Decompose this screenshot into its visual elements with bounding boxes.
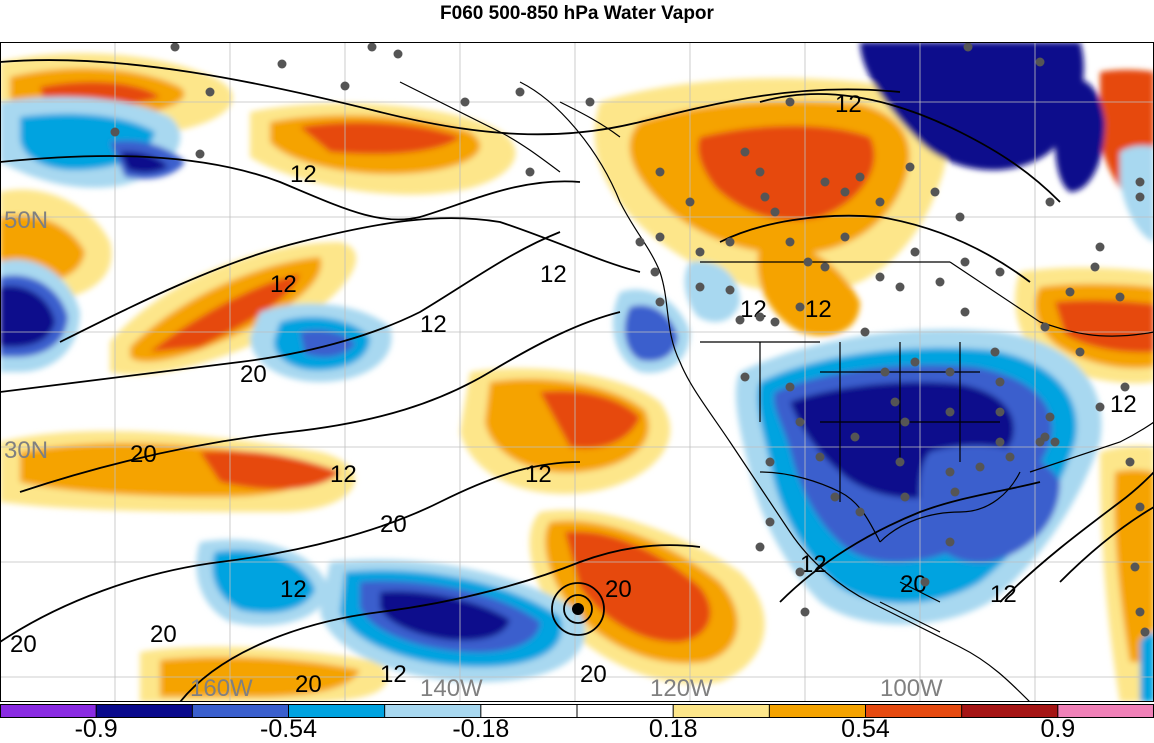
colorbar-tick-label: -0.9 bbox=[74, 715, 118, 743]
contour-label-20-e: 20 bbox=[10, 631, 37, 658]
contour-label-12-l: 12 bbox=[990, 581, 1017, 608]
height-contours bbox=[0, 59, 1154, 702]
contour-label-20-d: 20 bbox=[150, 621, 177, 648]
colorbar-segment bbox=[769, 704, 866, 718]
contour-label-12-g: 12 bbox=[330, 461, 357, 488]
contour-label-12-c: 12 bbox=[540, 261, 567, 288]
contour-label-20-h: 20 bbox=[580, 661, 607, 688]
colorbar-segment bbox=[673, 704, 770, 718]
colorbar-segment bbox=[384, 704, 482, 718]
contour-labels: 12 12 12 12 12 12 12 12 12 12 12 12 12 1… bbox=[10, 91, 1137, 698]
colorbar-tick-label: 0.54 bbox=[841, 715, 890, 743]
lat-label-50n: 50N bbox=[4, 207, 48, 234]
station-dots bbox=[110, 42, 1150, 637]
contour-label-20-a: 20 bbox=[240, 361, 267, 388]
colorbar-segment bbox=[577, 704, 674, 718]
axis-labels: 50N 30N 160W 140W 120W 100W bbox=[4, 207, 943, 702]
colorbar-segment bbox=[961, 704, 1059, 718]
contour-label-12-f: 12 bbox=[805, 296, 832, 323]
colorbar-tick-label: -0.18 bbox=[452, 715, 510, 743]
contour-label-12-m: 12 bbox=[1110, 391, 1137, 418]
contour-label-20-c: 20 bbox=[380, 511, 407, 538]
colorbar-tick-label: 0.9 bbox=[1040, 715, 1076, 743]
contour-label-12-b: 12 bbox=[420, 311, 447, 338]
contour-label-12-k: 12 bbox=[800, 551, 827, 578]
colorbar-tick-label: -0.54 bbox=[260, 715, 317, 743]
contour-label-12-j: 12 bbox=[380, 661, 407, 688]
contour-label-20-b: 20 bbox=[130, 441, 157, 468]
colorbar-segment bbox=[0, 704, 97, 718]
contour-label-12-i: 12 bbox=[280, 576, 307, 603]
colorbar-tick-label: 0.18 bbox=[648, 715, 698, 743]
colorbar-segment bbox=[288, 704, 386, 718]
colorbar-segment bbox=[1057, 704, 1154, 718]
latlon-grid bbox=[0, 42, 1154, 702]
contour-label-20-g: 20 bbox=[605, 576, 632, 603]
contour-label-12-h: 12 bbox=[525, 461, 552, 488]
contour-label-12-n: 12 bbox=[290, 161, 317, 188]
lon-label-160w: 160W bbox=[190, 675, 253, 702]
colorbar-segment bbox=[865, 704, 963, 718]
water-vapor-map: 12 12 12 12 12 12 12 12 12 12 12 12 12 1… bbox=[0, 42, 1154, 702]
lon-label-140w: 140W bbox=[420, 675, 483, 702]
lon-label-120w: 120W bbox=[650, 675, 713, 702]
contour-label-12-a: 12 bbox=[270, 271, 297, 298]
colorbar-segment bbox=[480, 704, 578, 718]
anomaly-shading bbox=[0, 42, 1154, 702]
lat-label-30n: 30N bbox=[4, 437, 48, 464]
lon-label-100w: 100W bbox=[880, 675, 943, 702]
colorbar-segment bbox=[96, 704, 193, 718]
low-pressure-center bbox=[572, 603, 584, 615]
colorbar-segment bbox=[192, 704, 289, 718]
contour-label-12-d: 12 bbox=[835, 91, 862, 118]
colorbar-tick-labels: -0.9 -0.54 -0.18 0.18 0.54 0.9 bbox=[0, 716, 1154, 742]
coastlines-borders bbox=[399, 81, 1154, 702]
contour-label-20-f: 20 bbox=[295, 671, 322, 698]
map-title: F060 500-850 hPa Water Vapor bbox=[440, 3, 714, 24]
colorbar bbox=[0, 704, 1154, 718]
